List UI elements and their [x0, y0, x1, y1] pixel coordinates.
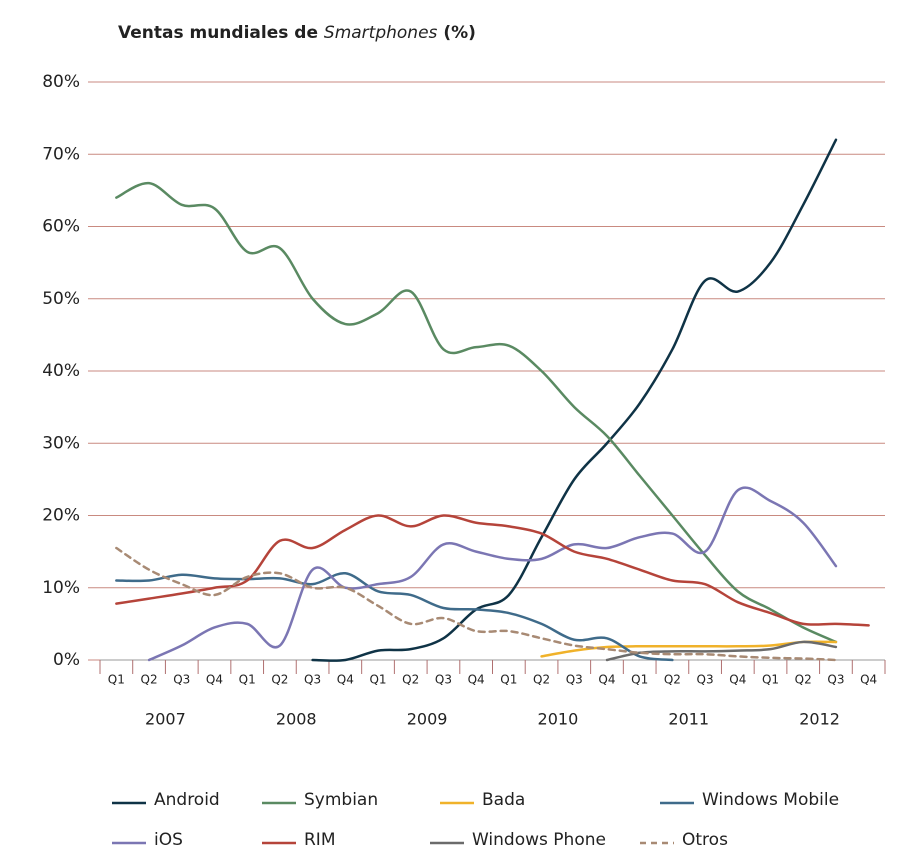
x-tick-label: Q1 [500, 673, 517, 687]
y-tick-label: 40% [42, 361, 80, 381]
x-tick-label: Q3 [566, 673, 583, 687]
x-tick-label: Q2 [402, 673, 419, 687]
title-suffix: (%) [443, 23, 476, 43]
x-tick-label: Q4 [206, 673, 223, 687]
x-tick-label: Q2 [271, 673, 288, 687]
series-line [115, 181, 838, 644]
x-tick-label: Q3 [827, 673, 844, 687]
y-tick-label: 0% [53, 650, 80, 670]
year-label: 2010 [538, 710, 579, 729]
x-tick-label: Q4 [468, 673, 485, 687]
chart-title: Ventas mundiales de Smartphones (%) [118, 23, 476, 43]
year-label: 2012 [799, 710, 840, 729]
legend-label: Bada [482, 790, 525, 810]
legend-label: Windows Mobile [702, 790, 839, 810]
series-line [147, 486, 838, 662]
y-tick-label: 10% [42, 578, 80, 598]
year-label: 2007 [145, 710, 186, 729]
x-tick-label: Q4 [598, 673, 615, 687]
y-tick-label: 60% [42, 217, 80, 237]
legend-label: iOS [154, 830, 183, 850]
x-tick-label: Q1 [369, 673, 386, 687]
legend-label: RIM [304, 830, 336, 850]
y-tick-label: 80% [42, 72, 80, 92]
series-line [115, 572, 674, 662]
x-tick-label: Q1 [762, 673, 779, 687]
x-tick-label: Q1 [239, 673, 256, 687]
legend-label: Otros [682, 830, 728, 850]
x-tick-label: Q3 [435, 673, 452, 687]
x-tick-label: Q2 [533, 673, 550, 687]
x-tick-label: Q2 [795, 673, 812, 687]
year-label: 2009 [407, 710, 448, 729]
year-label: 2011 [668, 710, 709, 729]
x-tick-label: Q3 [697, 673, 714, 687]
x-tick-label: Q1 [631, 673, 648, 687]
series-line [115, 514, 870, 627]
x-tick-label: Q3 [304, 673, 321, 687]
year-label: 2008 [276, 710, 317, 729]
x-tick-label: Q4 [337, 673, 354, 687]
y-tick-label: 70% [42, 144, 80, 164]
x-tick-label: Q3 [173, 673, 190, 687]
y-tick-label: 30% [42, 433, 80, 453]
title-text: Ventas mundiales de [118, 23, 318, 43]
y-tick-label: 20% [42, 506, 80, 526]
x-tick-label: Q4 [729, 673, 746, 687]
y-tick-label: 50% [42, 289, 80, 309]
series-line [311, 138, 838, 662]
legend-label: Android [154, 790, 220, 810]
x-tick-label: Q2 [664, 673, 681, 687]
legend-label: Windows Phone [472, 830, 606, 850]
x-tick-label: Q2 [141, 673, 158, 687]
title-emphasis: Smartphones [324, 23, 438, 43]
series-line [115, 546, 838, 662]
x-tick-label: Q4 [860, 673, 877, 687]
legend-label: Symbian [304, 790, 378, 810]
x-tick-label: Q1 [108, 673, 125, 687]
